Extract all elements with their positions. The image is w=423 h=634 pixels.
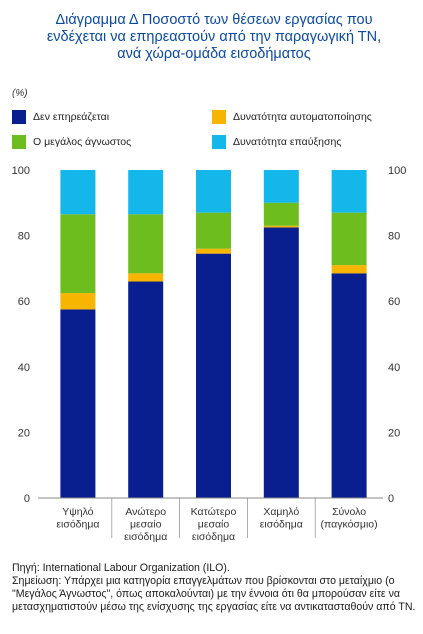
y-tick-label-right: 60 (388, 296, 400, 308)
legend-label: Δυνατότητα αυτοματοποίησης (233, 111, 372, 123)
y-tick-label-right: 40 (388, 362, 400, 374)
bar-segment-big-unknown (128, 214, 164, 274)
y-tick-label-left: 40 (18, 362, 30, 374)
chart-title-line: Διάγραμμα Δ Ποσοστό των θέσεων εργασίας … (55, 12, 373, 28)
x-category-label: Χαμηλό (263, 506, 299, 518)
bar-segment-automation (263, 225, 299, 228)
bar-segment-automation (196, 248, 231, 254)
bar-segment-augmentation (263, 170, 299, 203)
legend-swatch (12, 110, 26, 124)
chart-title-line: ενδέχεται να επηρεαστούν από την παραγωγ… (46, 29, 382, 45)
x-category-label: μεσαίο (198, 519, 230, 531)
legend-swatch (212, 135, 226, 149)
chart-title: Διάγραμμα Δ Ποσοστό των θέσεων εργασίας … (14, 12, 414, 63)
legend-item-big-unknown: Ο μεγάλος άγνωστος (12, 135, 131, 149)
bar-segment-augmentation (331, 170, 367, 213)
y-tick-label-right: 80 (388, 231, 400, 243)
bar-segment-automation (128, 273, 164, 282)
chart-notes: Πηγή: International Labour Organization … (12, 562, 416, 614)
legend-item-not-affected: Δεν επηρεάζεται (12, 110, 109, 124)
legend-item-automation: Δυνατότητα αυτοματοποίησης (212, 110, 372, 124)
bar-segment-augmentation (60, 170, 96, 215)
x-category-label: Υψηλό (62, 506, 93, 518)
x-category-label: Κατώτερο (191, 506, 237, 518)
bar-segment-automation (331, 265, 367, 274)
legend-label: Ο μεγάλος άγνωστος (33, 136, 132, 148)
footnote: Σημείωση: Υπάρχει μια κατηγορία επαγγελμ… (12, 575, 416, 613)
y-tick-label-right: 100 (388, 165, 406, 177)
bar-segment-not-affected (331, 273, 367, 498)
y-tick-label-right: 0 (388, 493, 394, 505)
bar-segment-big-unknown (331, 212, 367, 266)
y-tick-label-left: 80 (18, 231, 30, 243)
legend-label: Δεν επηρεάζεται (33, 111, 110, 123)
bar-segment-not-affected (263, 227, 299, 498)
bar-segment-not-affected (128, 281, 164, 498)
bar-segment-not-affected (196, 253, 231, 498)
y-tick-label-left: 100 (12, 165, 30, 177)
bar-segment-big-unknown (60, 214, 96, 293)
x-category-label: Ανώτερο (125, 506, 166, 518)
x-category-label: εισόδημα (124, 531, 167, 543)
bar-segment-augmentation (196, 170, 231, 213)
bar-segment-augmentation (128, 170, 164, 215)
bar-segment-automation (60, 293, 96, 310)
x-category-label: μεσαίο (130, 519, 162, 531)
chart-title-line: ανά χώρα-ομάδα εισοδήματος (117, 46, 311, 62)
y-tick-label-right: 20 (388, 427, 400, 439)
legend-swatch (12, 135, 26, 149)
bar-segment-big-unknown (196, 212, 231, 249)
y-tick-label-left: 20 (18, 427, 30, 439)
bar-segment-not-affected (60, 309, 96, 498)
x-category-label: εισόδημα (260, 519, 303, 531)
legend-label: Δυνατότητα επαύξησης (233, 136, 342, 148)
x-category-label: εισόδημα (56, 519, 99, 531)
y-axis-unit: (%) (12, 88, 28, 99)
x-category-label: (παγκόσμιο) (321, 519, 378, 531)
x-category-label: εισόδημα (192, 531, 235, 543)
y-tick-label-left: 0 (24, 493, 30, 505)
source-note: Πηγή: International Labour Organization … (12, 562, 230, 574)
y-tick-label-left: 60 (18, 296, 30, 308)
bar-segment-big-unknown (263, 202, 299, 226)
legend-item-augmentation: Δυνατότητα επαύξησης (212, 135, 341, 149)
x-category-label: Σύνολο (332, 506, 366, 518)
legend-swatch (212, 110, 226, 124)
